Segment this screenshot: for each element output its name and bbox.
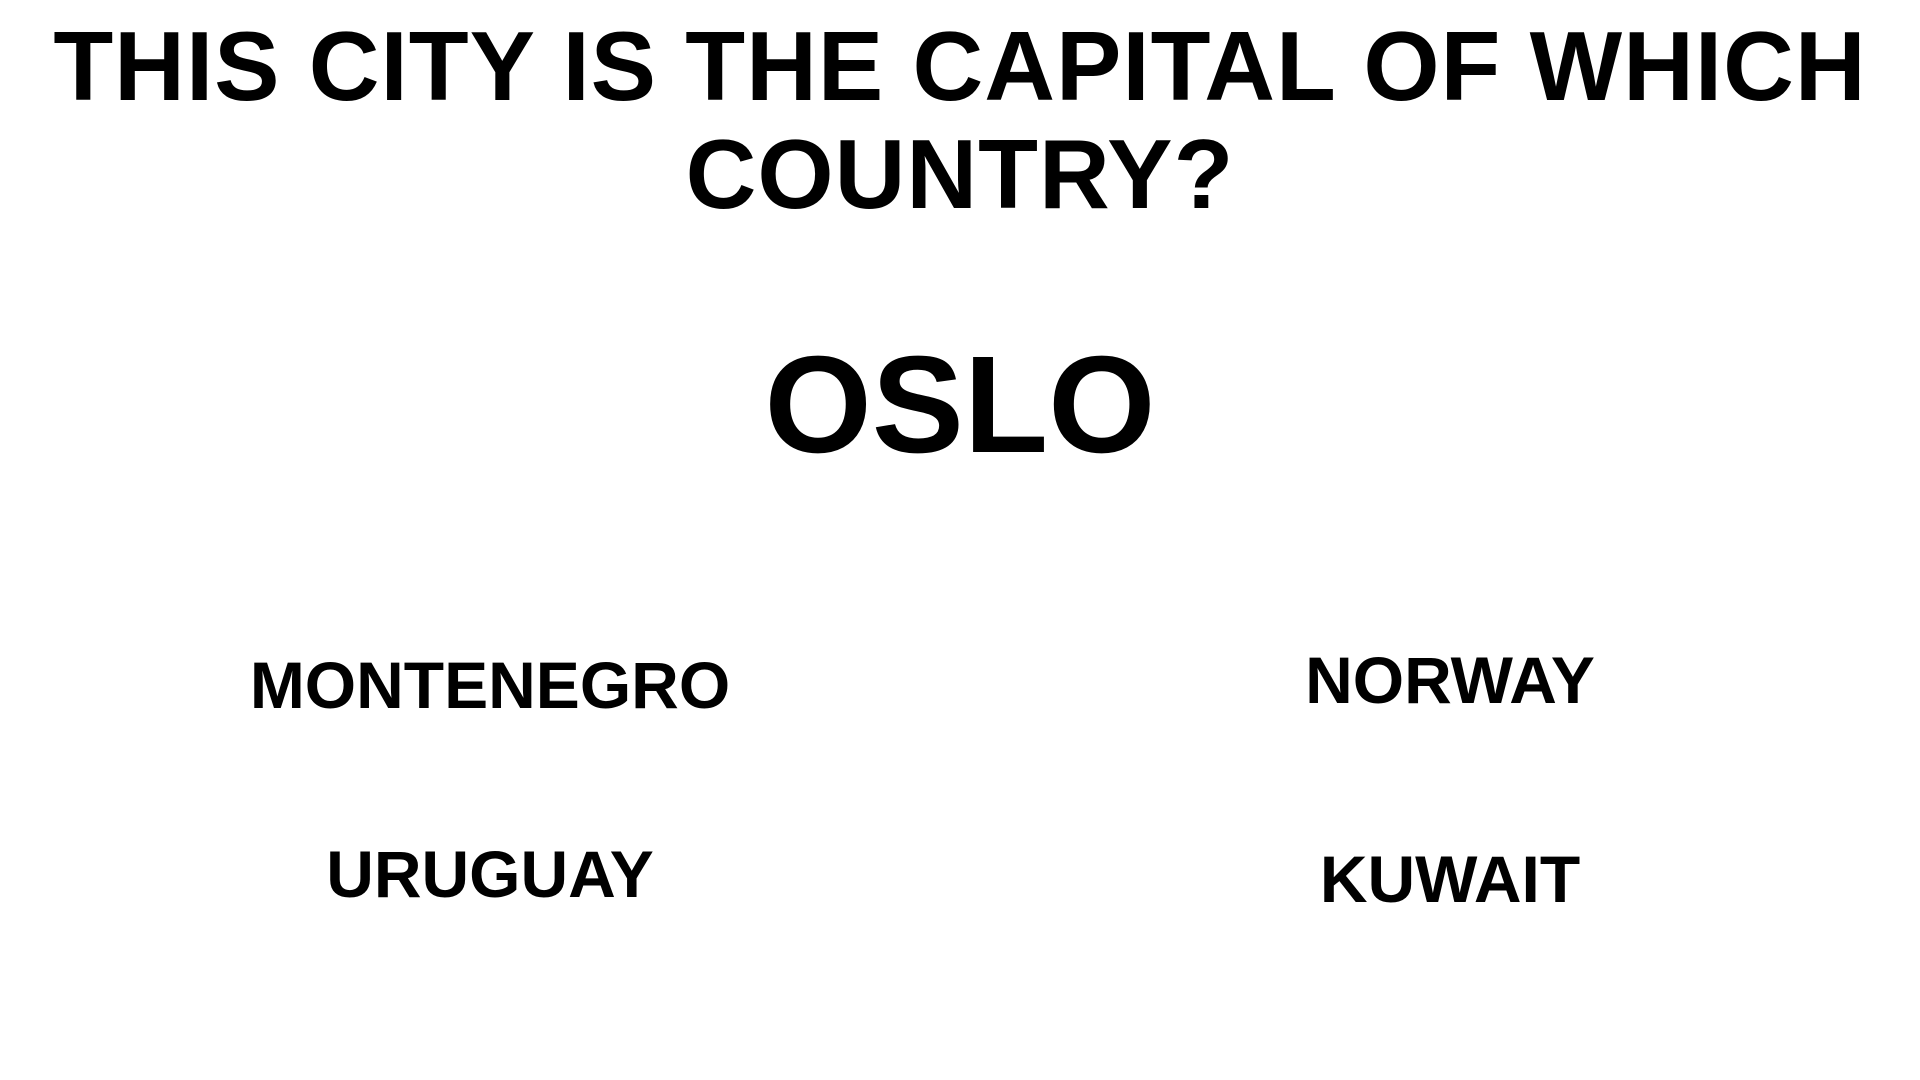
answer-option-norway[interactable]: NORWAY <box>1305 643 1595 717</box>
answer-option-montenegro[interactable]: MONTENEGRO <box>249 648 731 722</box>
city-name: OSLO <box>764 328 1156 482</box>
answer-option-uruguay[interactable]: URUGUAY <box>326 837 654 911</box>
answer-option-kuwait[interactable]: KUWAIT <box>1319 842 1581 916</box>
question-text: THIS CITY IS THE CAPITAL OF WHICH COUNTR… <box>53 11 1867 229</box>
